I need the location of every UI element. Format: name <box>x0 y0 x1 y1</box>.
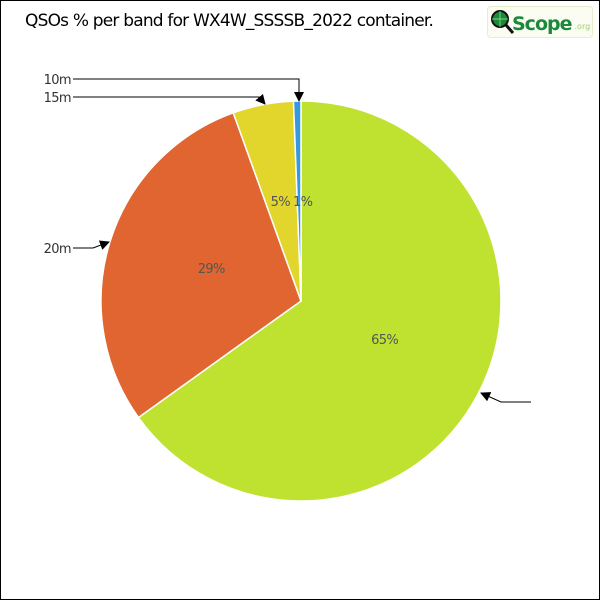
logo-suffix: .org <box>574 22 591 31</box>
pct-label-40m: 65% <box>371 333 398 348</box>
pct-label-10m: 1% <box>293 195 313 210</box>
magnifier-globe-icon <box>491 10 514 34</box>
chart-title: QSOs % per band for WX4W_SSSSB_2022 cont… <box>25 11 434 31</box>
pct-label-20m: 29% <box>198 262 225 277</box>
callout-line-40m <box>480 392 531 403</box>
qscope-logo[interactable]: Scope .org <box>487 6 593 38</box>
callout-line-20m <box>73 240 110 250</box>
logo-text: Scope <box>512 13 572 35</box>
pct-label-15m: 5% <box>271 195 291 210</box>
callout-line-15m <box>73 93 266 105</box>
band-label-10m: 10m <box>44 73 71 88</box>
pie-slice-20m[interactable] <box>100 111 302 419</box>
pie-slice-40m[interactable] <box>137 100 502 502</box>
callout-line-10m <box>73 78 304 102</box>
band-label-20m: 20m <box>44 242 71 257</box>
band-label-15m: 15m <box>44 91 71 106</box>
